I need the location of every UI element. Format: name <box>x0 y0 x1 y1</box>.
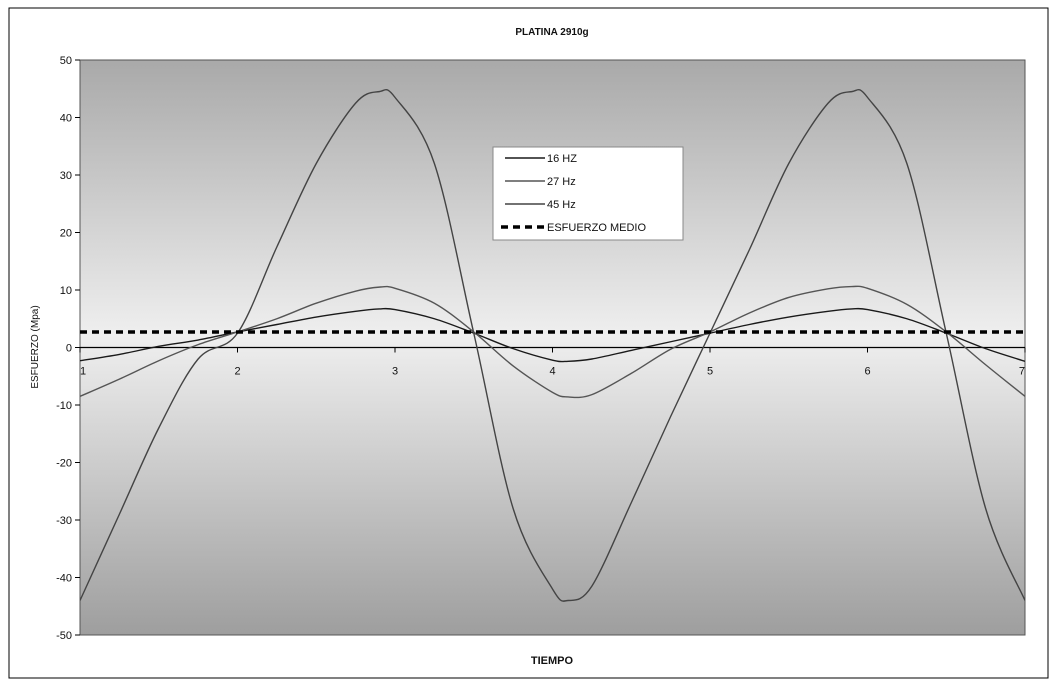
y-tick-label: -30 <box>56 515 72 527</box>
legend: 16 HZ 27 Hz 45 Hz ESFUERZO MEDIO <box>492 146 684 241</box>
x-tick-label: 1 <box>80 366 86 378</box>
x-tick-label: 5 <box>707 366 713 378</box>
y-tick-label: -40 <box>56 573 72 585</box>
x-tick-label: 2 <box>234 366 240 378</box>
legend-label-16-hz: 16 HZ <box>547 153 577 165</box>
y-tick-label: 50 <box>60 55 72 67</box>
y-tick-label: 10 <box>60 285 72 297</box>
series-line-16-hz <box>80 307 1025 363</box>
x-tick-label: 6 <box>864 366 870 378</box>
legend-box <box>492 146 684 241</box>
legend-label-27-hz: 27 Hz <box>547 176 576 188</box>
y-tick-label: 40 <box>60 113 72 125</box>
y-tick-label: 0 <box>66 343 72 355</box>
x-tick-label: 7 <box>1019 366 1025 378</box>
legend-label-45-hz: 45 Hz <box>547 199 576 211</box>
x-tick-label: 4 <box>549 366 555 378</box>
series-line-27-hz <box>80 285 1025 399</box>
y-tick-label: -20 <box>56 458 72 470</box>
y-tick-label: -50 <box>56 630 72 642</box>
x-tick-label: 3 <box>392 366 398 378</box>
x-axis-title: TIEMPO <box>531 655 574 667</box>
chart-title: PLATINA 2910g <box>515 27 588 38</box>
y-tick-label: 20 <box>60 228 72 240</box>
y-tick-label: 30 <box>60 170 72 182</box>
series-line-45-hz <box>80 88 1025 602</box>
y-tick-label: -10 <box>56 400 72 412</box>
y-axis-title: ESFUERZO (Mpa) <box>30 305 41 388</box>
legend-label-esfuerzo-medio: ESFUERZO MEDIO <box>547 222 646 234</box>
